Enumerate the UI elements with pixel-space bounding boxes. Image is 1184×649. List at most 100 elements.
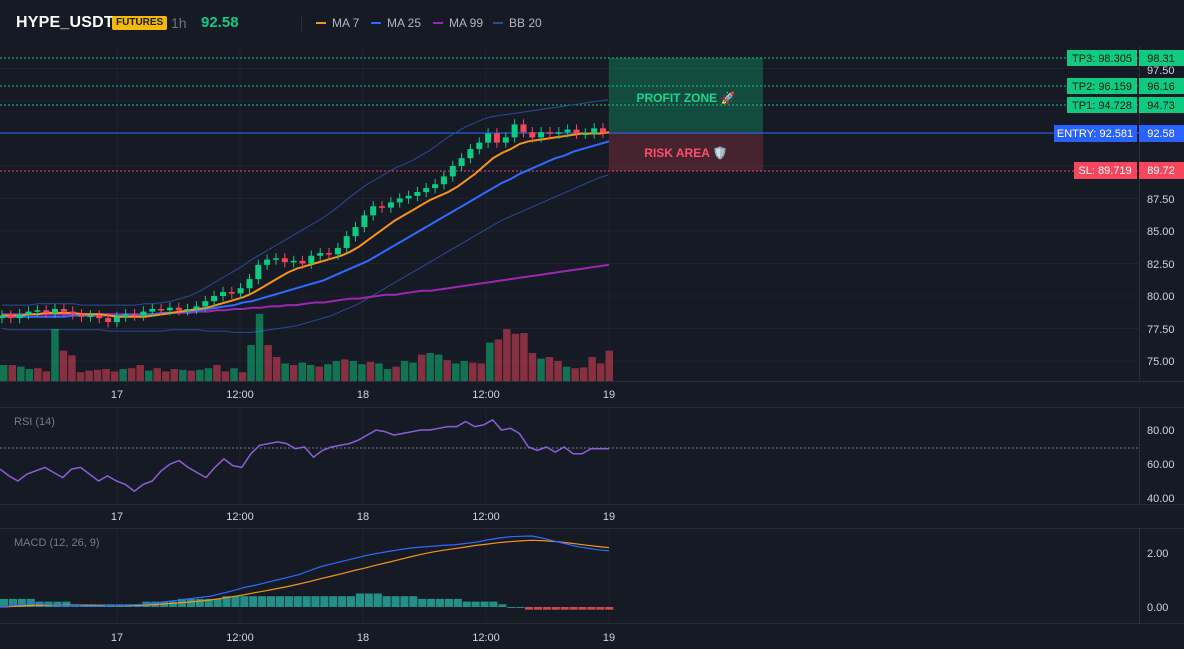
volume-bar — [503, 329, 511, 381]
candle-body — [96, 315, 103, 319]
entry-price: 92.58 — [1147, 128, 1175, 140]
macd-histogram-bar — [347, 596, 356, 607]
legend-bb20[interactable]: BB 20 — [493, 16, 542, 30]
volume-bar — [605, 350, 613, 381]
volume-bar — [596, 363, 605, 381]
price-tick: 77.50 — [1147, 324, 1175, 336]
entry-tag-label: ENTRY: 92.581 — [1057, 128, 1133, 140]
volume-bar — [426, 353, 434, 381]
candle-body — [211, 296, 218, 302]
tp2-tag[interactable] — [1067, 78, 1137, 94]
macd-histogram-bar — [409, 596, 418, 607]
volume-bar — [528, 353, 537, 381]
price-tick: 75.00 — [1147, 356, 1175, 368]
tp1-price-tag — [1139, 97, 1184, 113]
candle-body — [370, 206, 377, 216]
macd-histogram-bar — [578, 607, 587, 610]
price-tick: 82.50 — [1147, 259, 1175, 271]
tp1-tag[interactable] — [1067, 97, 1137, 113]
macd-histogram-bar — [453, 598, 462, 607]
candle-body — [69, 311, 76, 315]
volume-bar — [545, 357, 554, 381]
candle-body — [43, 310, 50, 313]
volume-bar — [537, 358, 545, 381]
candle-body — [25, 311, 32, 315]
volume-bar — [162, 371, 170, 381]
macd-histogram-bar — [62, 601, 71, 607]
candle-body — [502, 137, 509, 143]
candle-body — [449, 166, 456, 177]
macd-histogram-bar — [329, 596, 338, 607]
macd-histogram-bar — [231, 596, 240, 607]
macd-histogram-bar — [364, 593, 373, 607]
macd-histogram-bar — [0, 598, 9, 607]
legend-ma25[interactable]: MA 25 — [371, 16, 421, 30]
entry-tag[interactable] — [1054, 125, 1137, 142]
price-tick: 87.50 — [1147, 194, 1175, 206]
candle-body — [193, 306, 200, 309]
volume-bar — [400, 361, 409, 381]
candle-body — [396, 198, 403, 203]
rsi-title: RSI (14) — [14, 416, 55, 428]
macd-histogram-bar — [373, 593, 382, 607]
macd-histogram-bar — [284, 596, 293, 607]
macd-histogram-bar — [213, 598, 222, 607]
candle-body — [264, 259, 271, 265]
volume-bar — [93, 369, 102, 381]
volume-bar — [417, 354, 426, 381]
volume-bar — [110, 371, 119, 381]
candle-body — [476, 142, 483, 150]
candle-body — [343, 236, 350, 248]
candle-body — [405, 195, 412, 199]
rsi-tick: 60.00 — [1147, 459, 1175, 471]
tp2-tag-label: TP2: 96.159 — [1072, 81, 1132, 93]
volume-bar — [588, 357, 596, 381]
ma7-line — [2, 131, 610, 318]
rsi-series — [0, 418, 609, 493]
macd-tick: 2.00 — [1147, 548, 1168, 560]
sl-tag[interactable] — [1074, 162, 1137, 179]
candle-body — [379, 206, 385, 208]
tp3-tag[interactable] — [1067, 50, 1137, 66]
time-tick: 18 — [357, 632, 369, 644]
volume-bar — [460, 361, 468, 381]
candle-body — [326, 253, 332, 255]
volume-bar — [520, 333, 528, 381]
volume-bar — [511, 333, 520, 381]
candle-body — [582, 133, 589, 135]
tp2-price-tag — [1139, 78, 1184, 94]
risk-zone — [609, 133, 763, 171]
macd-histogram-bar — [338, 596, 347, 607]
legend-ma7[interactable]: MA 7 — [316, 16, 359, 30]
candle-body — [113, 316, 120, 322]
volume-bar — [102, 369, 110, 381]
tp1-price: 94.73 — [1147, 100, 1175, 112]
sl-price-tag — [1139, 162, 1184, 179]
volume-bar — [341, 359, 349, 381]
volume-bar — [230, 368, 238, 381]
volume-bar — [469, 362, 477, 381]
time-tick: 19 — [603, 389, 615, 401]
volume-bar — [562, 366, 571, 381]
volume-bar — [76, 372, 85, 381]
candle-body — [290, 260, 297, 263]
time-tick: 19 — [603, 511, 615, 523]
volume-bar — [554, 361, 562, 381]
time-tick: 19 — [603, 632, 615, 644]
volume-bar — [170, 369, 179, 381]
candle-body — [228, 292, 235, 294]
level-tags: TP3: 98.305 98.31 TP2: 96.159 96.16 TP1:… — [1054, 50, 1184, 179]
candle-body — [600, 128, 606, 133]
candle-body — [246, 279, 253, 289]
timeframe-selector[interactable]: 1h — [171, 15, 187, 31]
symbol-title[interactable]: HYPE_USDT — [16, 14, 114, 31]
macd-histogram-bar — [418, 598, 427, 607]
ma25-swatch — [371, 22, 381, 24]
macd-histogram-bar — [498, 604, 507, 607]
legend-ma99[interactable]: MA 99 — [433, 16, 483, 30]
macd-line — [0, 535, 610, 608]
legend-bb20-label: BB 20 — [509, 16, 542, 30]
candle-body — [16, 314, 23, 319]
candle-body — [175, 307, 182, 311]
